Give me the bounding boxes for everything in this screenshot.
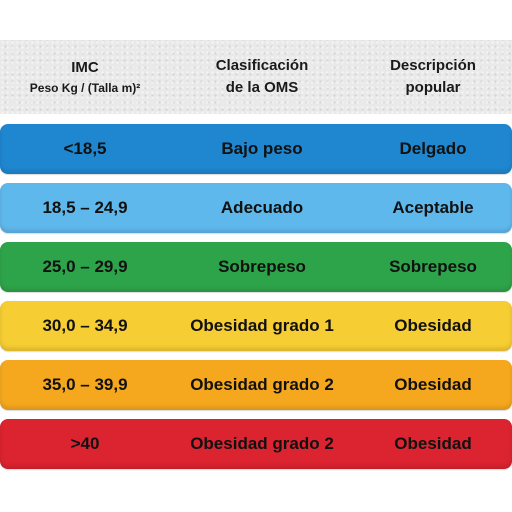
header-imc-formula: Peso Kg / (Talla m)² [29,81,141,95]
header-popular-description: Descripción popular [354,40,512,114]
table-row: 30,0 – 34,9 Obesidad grado 1 Obesidad [0,301,512,351]
classification-cell: Sobrepeso [218,257,306,276]
classification-cell: Adecuado [220,198,304,217]
classification-cell: Obesidad grado 2 [190,434,334,453]
imc-range-cell: <18,5 [63,139,107,158]
table-row: 25,0 – 29,9 Sobrepeso Sobrepeso [0,242,512,292]
description-cell: Sobrepeso [389,257,477,276]
header-imc: IMC Peso Kg / (Talla m)² [0,40,170,114]
table-row: >40 Obesidad grado 2 Obesidad [0,419,512,469]
header-oms-line2: de la OMS [225,79,299,96]
description-cell: Aceptable [392,198,474,217]
table-row: 35,0 – 39,9 Obesidad grado 2 Obesidad [0,360,512,410]
table-row: <18,5 Bajo peso Delgado [0,124,512,174]
table-row: 18,5 – 24,9 Adecuado Aceptable [0,183,512,233]
header-popular-line2: popular [405,79,461,96]
header-oms-line1: Clasificación [215,57,309,74]
imc-range-cell: >40 [70,434,100,453]
table-header: IMC Peso Kg / (Talla m)² Clasificación d… [0,40,512,114]
classification-cell: Obesidad grado 2 [190,375,334,394]
imc-range-cell: 35,0 – 39,9 [42,375,128,394]
imc-range-cell: 30,0 – 34,9 [42,316,128,335]
description-cell: Obesidad [394,316,472,335]
header-imc-title: IMC [71,59,99,76]
header-oms-classification: Clasificación de la OMS [170,40,354,114]
imc-range-cell: 25,0 – 29,9 [42,257,128,276]
classification-cell: Obesidad grado 1 [190,316,334,335]
description-cell: Obesidad [394,434,472,453]
header-popular-line1: Descripción [390,57,476,74]
description-cell: Delgado [399,139,467,158]
description-cell: Obesidad [394,375,472,394]
imc-range-cell: 18,5 – 24,9 [42,198,128,217]
classification-cell: Bajo peso [221,139,303,158]
